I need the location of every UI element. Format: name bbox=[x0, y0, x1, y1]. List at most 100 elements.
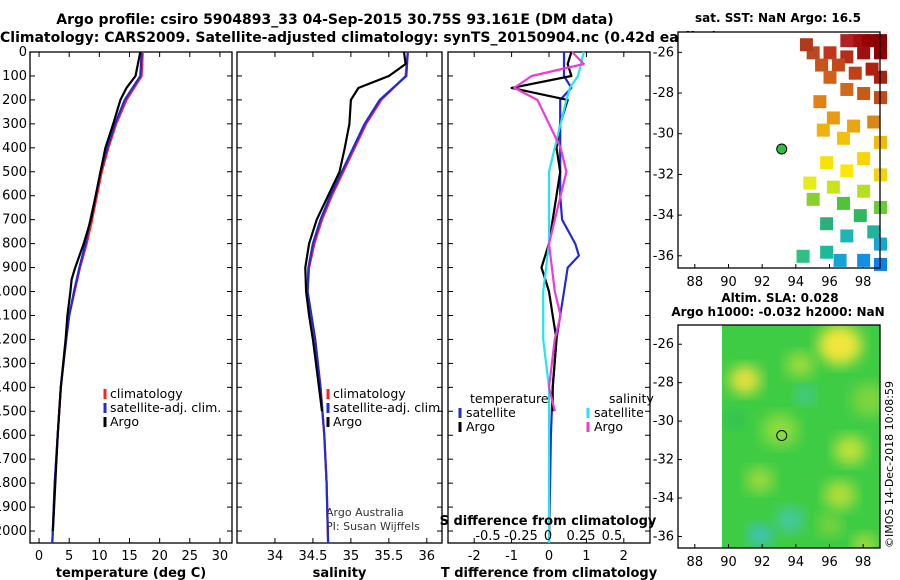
sst-map-lon-label: 88 bbox=[687, 275, 704, 290]
legend-label: Argo bbox=[110, 414, 139, 429]
x-tick-label: 36 bbox=[419, 549, 436, 564]
sst-cell bbox=[826, 180, 840, 194]
sla-anomaly bbox=[824, 480, 856, 510]
sst-cell bbox=[816, 123, 830, 137]
y-tick-label: 1800 bbox=[0, 476, 27, 491]
legend-label: satellite bbox=[466, 405, 516, 420]
x-tick-label: 30 bbox=[212, 549, 229, 564]
panel-frame-temperature bbox=[29, 51, 233, 544]
x-tick-label-salinity: -0.25 bbox=[504, 529, 538, 544]
sst-cell bbox=[867, 115, 881, 129]
sla-map-lat-label: -32 bbox=[653, 453, 674, 468]
sst-cell bbox=[857, 152, 871, 166]
x-tick-label: -2 bbox=[468, 549, 481, 564]
y-tick-label: 200 bbox=[2, 93, 27, 108]
x-tick-label: 20 bbox=[151, 549, 168, 564]
x-tick-label: 34.5 bbox=[298, 549, 327, 564]
x-tick-label: 5 bbox=[65, 549, 73, 564]
sst-map-lat-label: -34 bbox=[653, 208, 674, 223]
figure-title-line1: Argo profile: csiro 5904893_33 04-Sep-20… bbox=[56, 12, 614, 28]
sla-anomaly bbox=[786, 352, 814, 378]
y-tick-label: 2000 bbox=[0, 524, 27, 539]
sst-cell bbox=[833, 253, 847, 267]
sst-cell bbox=[823, 70, 837, 84]
sst-cell bbox=[826, 111, 840, 125]
series-line-salinity-argo bbox=[513, 51, 585, 412]
x-tick-label: 0 bbox=[545, 549, 553, 564]
legend-label: climatology bbox=[333, 386, 406, 401]
sst-cell bbox=[836, 131, 850, 145]
argo-position-marker bbox=[776, 143, 788, 155]
series-line-satellite-adj-clim- bbox=[51, 51, 143, 544]
sst-cell bbox=[857, 87, 871, 101]
series-line-climatology bbox=[51, 51, 144, 544]
series-line-argo bbox=[51, 51, 142, 532]
sla-anomaly bbox=[746, 467, 774, 493]
sla-anomaly bbox=[818, 514, 842, 536]
sst-map-title: sat. SST: NaN Argo: 16.5 bbox=[695, 11, 861, 25]
sst-cell bbox=[840, 82, 854, 96]
y-tick-label: 0 bbox=[19, 45, 27, 60]
series-line-argo bbox=[304, 51, 407, 412]
y-tick-label: 400 bbox=[2, 141, 27, 156]
x-tick-label: 0 bbox=[35, 549, 43, 564]
y-tick-label: 1300 bbox=[0, 356, 27, 371]
series-line-temperature-satellite bbox=[547, 52, 581, 544]
series-line-satellite-adj-clim- bbox=[306, 51, 409, 544]
x-tick-label-salinity: 0.5 bbox=[602, 529, 623, 544]
x-tick-label-salinity: 0 bbox=[544, 529, 552, 544]
sst-map-lat-label: -36 bbox=[653, 249, 674, 264]
sla-anomaly bbox=[776, 507, 804, 533]
y-tick-label: 1900 bbox=[0, 500, 27, 515]
sla-anomaly bbox=[834, 435, 866, 465]
x-tick-label: 25 bbox=[182, 549, 199, 564]
y-tick-label: 500 bbox=[2, 165, 27, 180]
sla-map-lon-label: 96 bbox=[821, 555, 838, 570]
sst-map-lon-label: 96 bbox=[821, 275, 838, 290]
x-axis-label-salinity: salinity bbox=[313, 566, 367, 580]
sst-map-lon-label: 92 bbox=[754, 275, 771, 290]
x-tick-label: 35.5 bbox=[374, 549, 403, 564]
y-tick-label: 1200 bbox=[0, 332, 27, 347]
x-tick-label: 35 bbox=[343, 549, 360, 564]
legend-label: Argo bbox=[466, 419, 495, 434]
sla-map-lat-label: -34 bbox=[653, 491, 674, 506]
legend-label: satellite-adj. clim. bbox=[110, 400, 221, 415]
sla-map-title: Altim. SLA: 0.028 bbox=[721, 291, 838, 305]
legend-title-temperature: temperature bbox=[470, 391, 549, 406]
y-tick-label: 600 bbox=[2, 189, 27, 204]
sst-cell bbox=[847, 119, 861, 133]
sla-map-lon-label: 92 bbox=[754, 555, 771, 570]
y-tick-label: 1000 bbox=[0, 285, 27, 300]
sla-map-lat-label: -28 bbox=[653, 376, 674, 391]
y-tick-label: 1500 bbox=[0, 404, 27, 419]
legend-label: climatology bbox=[110, 386, 183, 401]
y-tick-label: 1600 bbox=[0, 428, 27, 443]
sst-map-lon-label: 94 bbox=[788, 275, 805, 290]
y-tick-label: 300 bbox=[2, 117, 27, 132]
series-line-climatology bbox=[306, 51, 409, 544]
sst-map-lat-label: -28 bbox=[653, 86, 674, 101]
x-tick-label: 1 bbox=[582, 549, 590, 564]
sla-map-lat-label: -26 bbox=[653, 337, 674, 352]
x-tick-label: 34 bbox=[267, 549, 284, 564]
sst-cell bbox=[815, 58, 829, 72]
sst-map-lon-label: 98 bbox=[855, 275, 872, 290]
annotation-line: PI: Susan Wijffels bbox=[326, 520, 420, 533]
x-tick-label: -1 bbox=[505, 549, 518, 564]
sla-anomaly bbox=[725, 411, 745, 429]
sst-cell bbox=[831, 58, 845, 72]
sst-cell bbox=[813, 95, 827, 109]
y-tick-label: 1100 bbox=[0, 308, 27, 323]
sst-map-lat-label: -26 bbox=[653, 45, 674, 60]
x-tick-label-salinity: 0.25 bbox=[567, 529, 596, 544]
sla-map-frame bbox=[677, 324, 881, 549]
x-tick-label-salinity: -0.5 bbox=[475, 529, 500, 544]
sst-map-lon-label: 90 bbox=[720, 275, 737, 290]
sst-cell bbox=[840, 229, 854, 243]
x-tick-label: 2 bbox=[620, 549, 628, 564]
sla-field bbox=[722, 325, 880, 548]
sla-anomaly bbox=[748, 524, 772, 546]
sla-map-subtitle: Argo h1000: -0.032 h2000: NaN bbox=[671, 305, 884, 319]
